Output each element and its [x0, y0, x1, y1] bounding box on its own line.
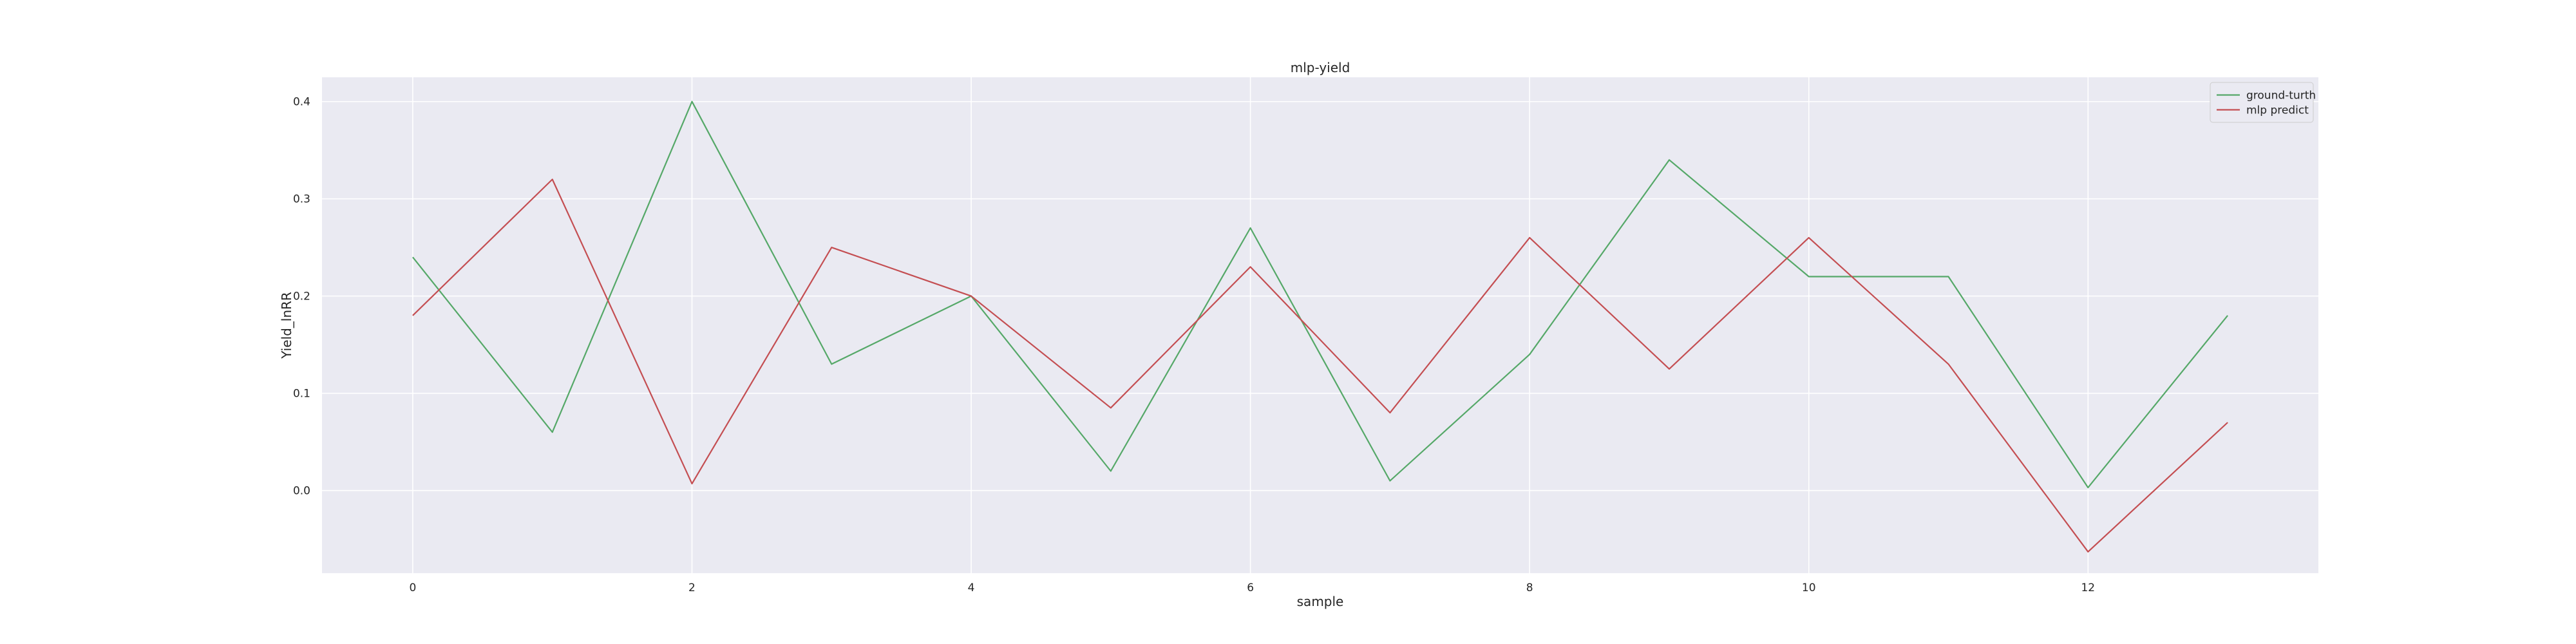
y-tick-label: 0.4	[293, 96, 310, 109]
y-tick-labels: 0.0 0.1 0.2 0.3 0.4	[293, 96, 310, 498]
y-axis-title: Yield_lnRR	[279, 292, 294, 359]
x-tick-label: 12	[2081, 582, 2095, 594]
x-tick-label: 2	[688, 582, 696, 594]
x-tick-label: 8	[1526, 582, 1533, 594]
y-tick-label: 0.1	[293, 388, 310, 401]
legend-frame	[2210, 82, 2314, 123]
x-tick-label: 6	[1247, 582, 1254, 594]
legend-label: mlp predict	[2246, 104, 2309, 117]
grid-lines	[322, 77, 2318, 573]
series-lines	[412, 100, 2228, 553]
x-tick-label: 0	[409, 582, 416, 594]
y-tick-label: 0.2	[293, 290, 310, 303]
y-tick-label: 0.3	[293, 193, 310, 206]
y-tick-label: 0.0	[293, 485, 310, 498]
x-tick-label: 10	[1802, 582, 1816, 594]
legend-label: ground-turth	[2246, 90, 2316, 102]
x-axis-title: sample	[1297, 594, 1344, 609]
x-tick-label: 4	[968, 582, 975, 594]
x-tick-labels: 0 2 4 6 8 10 12	[409, 582, 2095, 594]
series-line-1	[412, 178, 2228, 553]
plot-area	[322, 77, 2318, 573]
legend: ground-turth mlp predict	[2210, 82, 2316, 123]
chart-title: mlp-yield	[1291, 60, 1350, 75]
series-line-0	[412, 100, 2228, 489]
